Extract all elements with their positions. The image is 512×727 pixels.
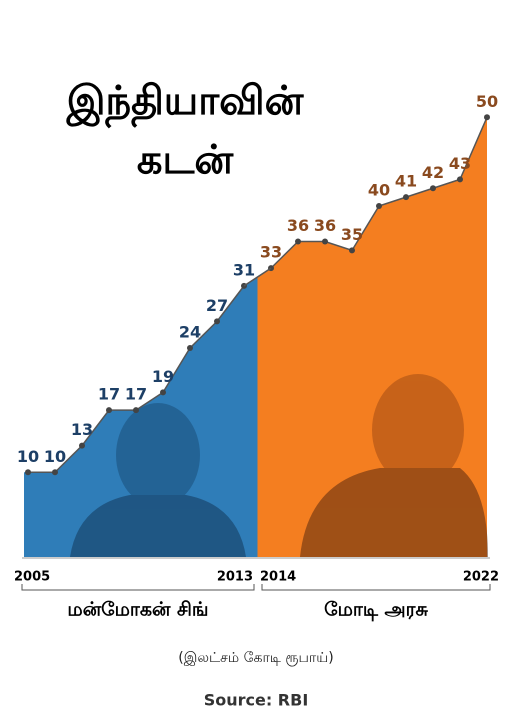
point (52, 469, 58, 476)
group-label: மோடி அரசு (324, 599, 428, 621)
data-label: 31 (233, 260, 255, 279)
group-bracket (261, 584, 491, 591)
point (349, 247, 355, 254)
data-label: 35 (341, 225, 363, 244)
point (376, 203, 382, 209)
data-label: 19 (152, 367, 174, 386)
chart-title: இந்தியாவின் (66, 78, 305, 128)
point (322, 238, 328, 245)
x-tick-label: 2014 (260, 570, 296, 585)
point (214, 318, 220, 325)
point (430, 185, 436, 192)
subtitle: (இலட்சம் கோடி ரூபாய்) (178, 650, 333, 666)
data-label: 50 (476, 92, 498, 111)
point (403, 194, 409, 201)
data-label: 13 (71, 420, 93, 439)
data-label: 33 (260, 243, 282, 262)
photos (70, 374, 488, 557)
portrait-right (300, 374, 488, 557)
point (295, 238, 301, 245)
x-tick-label: 2005 (14, 570, 50, 585)
head (116, 403, 200, 507)
data-label: 10 (17, 447, 39, 466)
portrait-left (70, 403, 246, 557)
point (187, 345, 193, 351)
data-label: 36 (287, 216, 309, 235)
point (79, 442, 85, 449)
x-tick-label: 2013 (217, 570, 253, 585)
group-label: மன்மோகன் சிங் (67, 599, 208, 621)
data-label: 24 (179, 323, 201, 342)
labels: 10 10 13 17 17 19 24 27 31 33 36 36 35 40 41 42 43 50 (17, 92, 498, 466)
data-label: 36 (314, 216, 336, 235)
data-label: 17 (98, 385, 120, 404)
point (25, 469, 31, 476)
shoulders (70, 495, 246, 557)
x-tick-label: 2022 (463, 570, 499, 585)
data-label: 40 (368, 181, 390, 200)
data-label: 43 (449, 154, 471, 173)
data-label: 41 (395, 172, 417, 191)
chart-title: கடன் (137, 137, 234, 183)
point (457, 176, 463, 183)
connector (243, 267, 272, 287)
point (484, 114, 490, 121)
data-label: 42 (422, 163, 444, 182)
lines (25, 114, 490, 476)
data-label: 27 (206, 296, 228, 315)
source: Source: RBI (204, 691, 309, 710)
shoulders (300, 468, 488, 557)
point (106, 407, 112, 414)
data-label: 10 (44, 447, 66, 466)
data-label: 17 (125, 385, 147, 404)
point (160, 389, 166, 396)
head (372, 374, 464, 486)
group-bracket (21, 584, 255, 591)
point (133, 407, 139, 414)
